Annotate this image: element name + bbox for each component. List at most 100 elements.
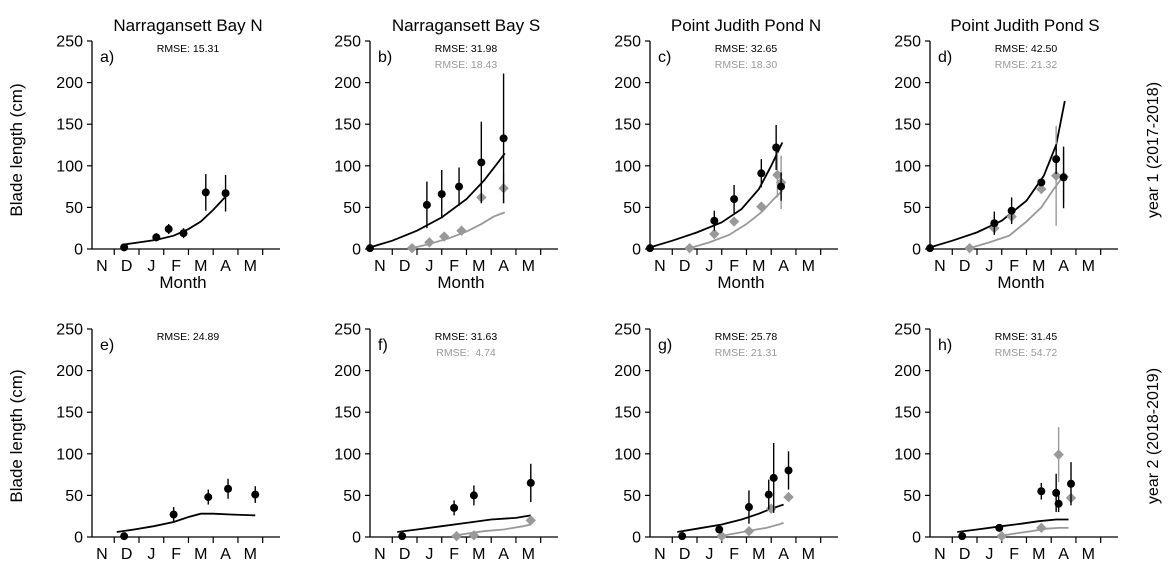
black-data-point xyxy=(678,532,687,541)
model-line-black xyxy=(369,152,506,249)
x-tick-label: A xyxy=(1058,258,1069,275)
black-data-point xyxy=(455,182,464,191)
x-tick-label: J xyxy=(985,546,993,563)
y-tick-label: 50 xyxy=(903,200,921,217)
y-tick-label: 50 xyxy=(65,200,83,217)
x-tick-label: J xyxy=(147,546,155,563)
gray-data-point xyxy=(468,530,480,541)
x-tick-label: M xyxy=(472,546,485,563)
column-title-point-judith-pond-s: Point Judith Pond S xyxy=(950,16,1099,35)
panel-f: 050100150200250NDJFMAMMonthf)RMSE: 31.63… xyxy=(334,322,558,564)
x-tick-label: N xyxy=(654,546,666,563)
y-tick-label: 200 xyxy=(614,75,641,92)
black-data-point xyxy=(1054,499,1063,508)
x-tick-label: D xyxy=(399,546,411,563)
gray-data-point xyxy=(772,169,783,181)
x-tick-label: M xyxy=(1082,258,1095,275)
panel-letter: g) xyxy=(658,337,672,354)
rmse-black-label: RMSE: 31.45 xyxy=(995,331,1058,343)
panel-h: 050100150200250NDJFMAMMonthh)RMSE: 31.45… xyxy=(894,322,1118,564)
y-tick-label: 200 xyxy=(56,75,83,92)
gray-data-point xyxy=(456,225,467,236)
y-tick-label: 50 xyxy=(343,488,361,505)
y-tick-label: 200 xyxy=(334,363,361,380)
model-line-gray xyxy=(969,176,1064,250)
black-data-point xyxy=(422,200,431,209)
black-data-point xyxy=(772,143,781,152)
y-tick-label: 0 xyxy=(74,242,83,259)
black-data-point xyxy=(469,491,478,500)
gray-data-point xyxy=(439,231,450,242)
black-data-point xyxy=(1007,206,1016,215)
y-tick-label: 250 xyxy=(614,34,641,51)
black-data-point xyxy=(152,233,161,242)
x-tick-label: A xyxy=(1058,546,1069,563)
gray-data-point xyxy=(424,237,435,248)
gray-data-point xyxy=(728,216,740,227)
rmse-gray-label: RMSE: 18.30 xyxy=(715,59,778,71)
model-line-black xyxy=(957,518,1069,533)
y-tick-label: 200 xyxy=(894,75,921,92)
y-tick-label: 100 xyxy=(334,158,361,175)
black-data-point xyxy=(1052,488,1061,497)
y-tick-label: 0 xyxy=(632,530,641,547)
x-axis-title: Month xyxy=(159,561,206,564)
model-line-gray xyxy=(719,522,784,538)
x-tick-label: J xyxy=(425,546,433,563)
x-tick-label: M xyxy=(522,546,535,563)
model-line-black xyxy=(649,142,784,249)
y-tick-label: 250 xyxy=(334,34,361,51)
panel-letter: a) xyxy=(100,49,114,66)
black-data-point xyxy=(450,503,459,512)
x-axis-title: Month xyxy=(437,273,484,292)
column-title-narragansett-bay-n: Narragansett Bay N xyxy=(113,16,262,35)
x-tick-label: M xyxy=(752,258,765,275)
x-tick-label: N xyxy=(374,258,386,275)
y-tick-label: 150 xyxy=(334,117,361,134)
x-tick-label: F xyxy=(729,546,739,563)
y-tick-label: 100 xyxy=(614,446,641,463)
rmse-black-label: RMSE: 32.65 xyxy=(715,43,778,55)
y-tick-label: 200 xyxy=(56,363,83,380)
x-tick-label: D xyxy=(679,546,691,563)
y-tick-label: 50 xyxy=(343,200,361,217)
column-title-narragansett-bay-s: Narragansett Bay S xyxy=(392,16,540,35)
gray-data-point xyxy=(1050,170,1062,181)
rmse-black-label: RMSE: 25.78 xyxy=(715,331,778,343)
x-tick-label: M xyxy=(194,258,207,275)
black-data-point xyxy=(769,473,778,482)
rmse-black-label: RMSE: 31.63 xyxy=(435,331,498,343)
x-tick-label: A xyxy=(778,258,789,275)
black-data-point xyxy=(366,244,374,253)
black-data-point xyxy=(179,229,188,238)
model-line-black xyxy=(121,195,227,246)
panel-g: 050100150200250NDJFMAMMonthg)RMSE: 25.78… xyxy=(614,322,838,564)
y-axis-title-row-2: Blade length (cm) xyxy=(7,369,26,502)
y-axis-title-row-1: Blade length (cm) xyxy=(7,83,26,216)
x-tick-label: F xyxy=(449,546,459,563)
black-data-point xyxy=(221,189,230,198)
panel-e: 050100150200250NDJFMAMMonthe)RMSE: 24.89 xyxy=(56,322,280,564)
x-tick-label: N xyxy=(96,258,108,275)
y-tick-label: 0 xyxy=(74,530,83,547)
gray-data-point xyxy=(743,525,755,537)
model-line-black xyxy=(397,514,531,533)
x-tick-label: M xyxy=(802,546,815,563)
black-data-point xyxy=(715,525,724,534)
x-axis-title: Month xyxy=(997,561,1044,564)
y-tick-label: 250 xyxy=(894,34,921,51)
gray-data-point xyxy=(964,242,975,254)
y-tick-label: 200 xyxy=(894,363,921,380)
rmse-gray-label: RMSE: 21.31 xyxy=(715,347,778,359)
black-data-point xyxy=(777,182,786,191)
y-tick-label: 250 xyxy=(56,34,83,51)
black-data-point xyxy=(201,188,210,197)
gray-data-point xyxy=(451,530,462,542)
x-tick-label: F xyxy=(1009,546,1019,563)
gray-data-point xyxy=(716,530,727,542)
x-tick-label: M xyxy=(1032,258,1045,275)
column-title-point-judith-pond-n: Point Judith Pond N xyxy=(671,16,821,35)
rmse-gray-label: RMSE: 21.32 xyxy=(995,59,1058,71)
y-tick-label: 250 xyxy=(334,322,361,339)
